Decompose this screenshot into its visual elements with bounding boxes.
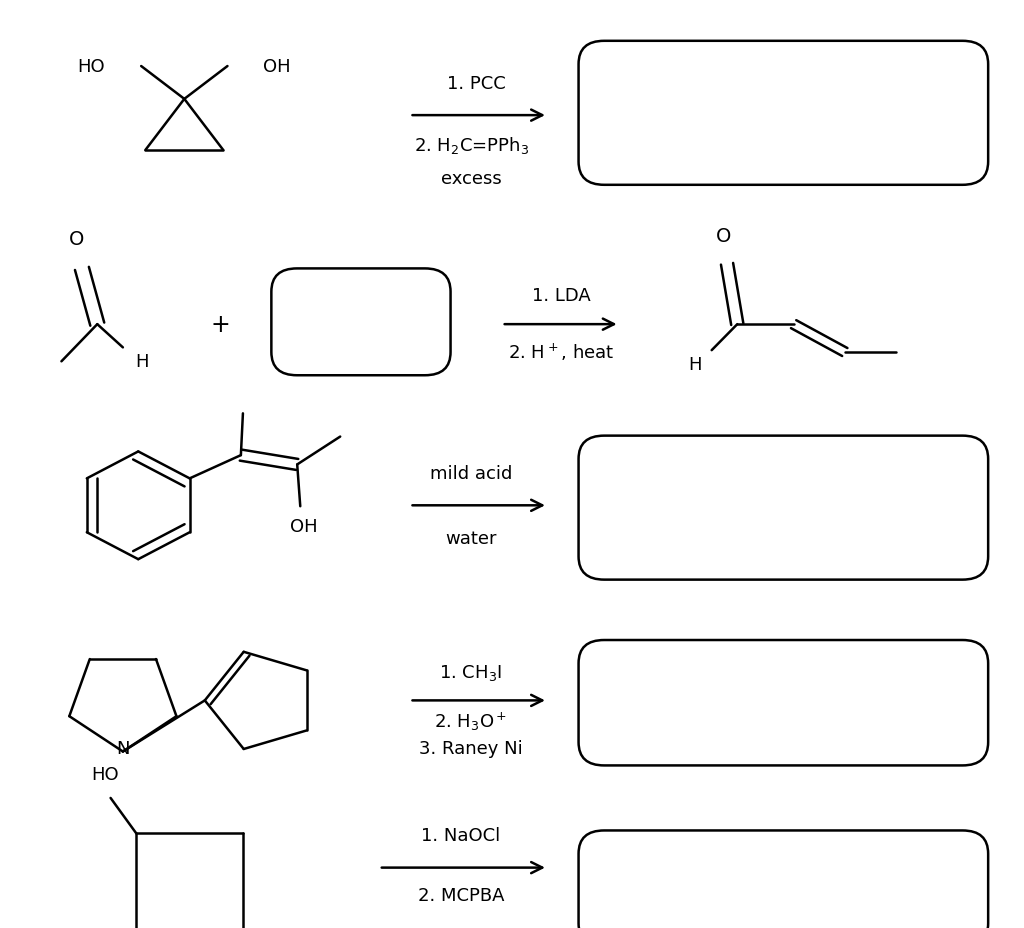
Text: 2. H$_3$O$^+$: 2. H$_3$O$^+$: [434, 710, 508, 732]
Text: excess: excess: [440, 170, 502, 187]
Text: 3. Raney Ni: 3. Raney Ni: [419, 740, 523, 757]
FancyBboxPatch shape: [579, 436, 988, 580]
Text: mild acid: mild acid: [430, 465, 512, 483]
Text: HO: HO: [92, 766, 119, 783]
Text: O: O: [716, 227, 732, 246]
Text: 1. CH$_3$I: 1. CH$_3$I: [439, 662, 503, 682]
Text: OH: OH: [263, 58, 291, 76]
Text: N: N: [116, 739, 130, 757]
Text: 2. H$^+$, heat: 2. H$^+$, heat: [508, 342, 614, 363]
Text: water: water: [445, 529, 497, 547]
FancyBboxPatch shape: [271, 269, 451, 376]
Text: HO: HO: [78, 58, 105, 76]
FancyBboxPatch shape: [579, 640, 988, 766]
FancyBboxPatch shape: [579, 42, 988, 186]
Text: 1. NaOCl: 1. NaOCl: [421, 827, 501, 844]
Text: H: H: [688, 355, 701, 373]
Text: 1. LDA: 1. LDA: [531, 287, 591, 304]
Text: O: O: [69, 230, 85, 249]
FancyBboxPatch shape: [579, 831, 988, 928]
Text: +: +: [210, 313, 230, 337]
Text: 2. MCPBA: 2. MCPBA: [418, 886, 504, 904]
Text: 1. PCC: 1. PCC: [446, 75, 506, 93]
Text: 2. H$_2$C=PPh$_3$: 2. H$_2$C=PPh$_3$: [414, 135, 528, 156]
Text: OH: OH: [290, 518, 317, 535]
Text: H: H: [135, 353, 148, 370]
